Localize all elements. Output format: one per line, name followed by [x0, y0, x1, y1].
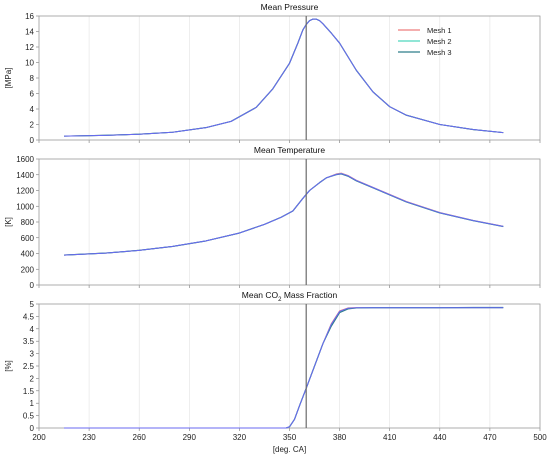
y-tick-label: 1200 — [16, 187, 34, 196]
x-tick-label: 290 — [183, 433, 197, 442]
x-tick-label: 200 — [32, 433, 46, 442]
y-tick-label: 10 — [25, 59, 34, 68]
y-tick-label: 14 — [25, 28, 34, 37]
y-tick-label: 6 — [30, 90, 35, 99]
x-tick-label: 350 — [283, 433, 297, 442]
chart-panel-3: 200 230 260 290 320 350 380 410 440 470 500 0 0.5 1 1.… — [4, 290, 547, 454]
y-tick-label: 1.5 — [23, 387, 35, 396]
series-line-mesh-2 — [64, 173, 504, 256]
y-tick-label: 3 — [30, 350, 35, 359]
y-tick-label: 3.5 — [23, 337, 35, 346]
y-tick-label: 2 — [30, 121, 35, 130]
y-tick-label: 0 — [30, 424, 35, 433]
y-tick-label: 8 — [30, 74, 35, 83]
y-tick-label: 1600 — [16, 155, 34, 164]
chart-panel-2: 0 200 400 600 800 1000 1200 1400 1600 Mean Temper… — [4, 145, 541, 290]
chart-title-part: Mass Fraction — [281, 290, 337, 300]
series-line-overlay — [64, 18, 504, 137]
chart-title: Mean Pressure — [261, 2, 319, 12]
y-tick-label: 0 — [30, 281, 35, 290]
series-line-mesh-3 — [64, 306, 504, 429]
y-tick-label: 2.5 — [23, 362, 35, 371]
series-line-overlay — [64, 173, 504, 256]
chart-title-part: 2 — [278, 297, 282, 303]
series-line-mesh-2 — [64, 307, 504, 429]
y-tick-label: 0 — [30, 136, 35, 145]
y-tick-label: 16 — [25, 12, 34, 21]
y-axis-label: [MPa] — [4, 68, 13, 89]
y-tick-label: 0.5 — [23, 412, 35, 421]
x-tick-label: 410 — [383, 433, 397, 442]
series-line-mesh-1 — [64, 307, 504, 429]
plot-frame — [38, 15, 541, 141]
plot-frame — [38, 303, 541, 429]
y-tick-label: 1 — [30, 399, 35, 408]
chart-title: Mean Temperature — [254, 145, 325, 155]
legend-label: Mesh 1 — [427, 26, 452, 35]
y-tick-label: 4.5 — [23, 312, 35, 321]
y-tick-label: 5 — [30, 300, 35, 309]
chart-title: Mean CO2 Mass Fraction — [242, 290, 338, 303]
series-line-mesh-3 — [64, 173, 504, 256]
x-axis-label: [deg. CA] — [273, 445, 306, 454]
legend-label: Mesh 3 — [427, 48, 452, 57]
x-tick-label: 500 — [533, 433, 547, 442]
legend-label: Mesh 2 — [427, 37, 452, 46]
series-line-mesh-1 — [64, 172, 504, 256]
y-tick-label: 4 — [30, 105, 35, 114]
y-tick-label: 1400 — [16, 171, 34, 180]
series-line-overlay — [64, 307, 504, 429]
x-tick-label: 230 — [82, 433, 96, 442]
x-tick-label: 440 — [433, 433, 447, 442]
chart-title-part: Mean CO — [242, 290, 279, 300]
y-tick-label: 800 — [21, 218, 35, 227]
y-axis-label: [K] — [4, 217, 13, 227]
y-tick-label: 400 — [21, 250, 35, 259]
x-tick-label: 470 — [483, 433, 497, 442]
x-tick-label: 380 — [333, 433, 347, 442]
legend: Mesh 1 Mesh 2 Mesh 3 — [398, 26, 452, 57]
x-tick-label: 260 — [133, 433, 147, 442]
y-axis-label: [%] — [4, 360, 13, 372]
y-tick-label: 4 — [30, 325, 35, 334]
x-tick-label: 320 — [233, 433, 247, 442]
plot-frame — [38, 158, 541, 286]
y-tick-label: 2 — [30, 374, 35, 383]
y-tick-label: 200 — [21, 265, 35, 274]
y-tick-label: 1000 — [16, 202, 34, 211]
y-tick-label: 12 — [25, 43, 34, 52]
y-tick-label: 600 — [21, 234, 35, 243]
